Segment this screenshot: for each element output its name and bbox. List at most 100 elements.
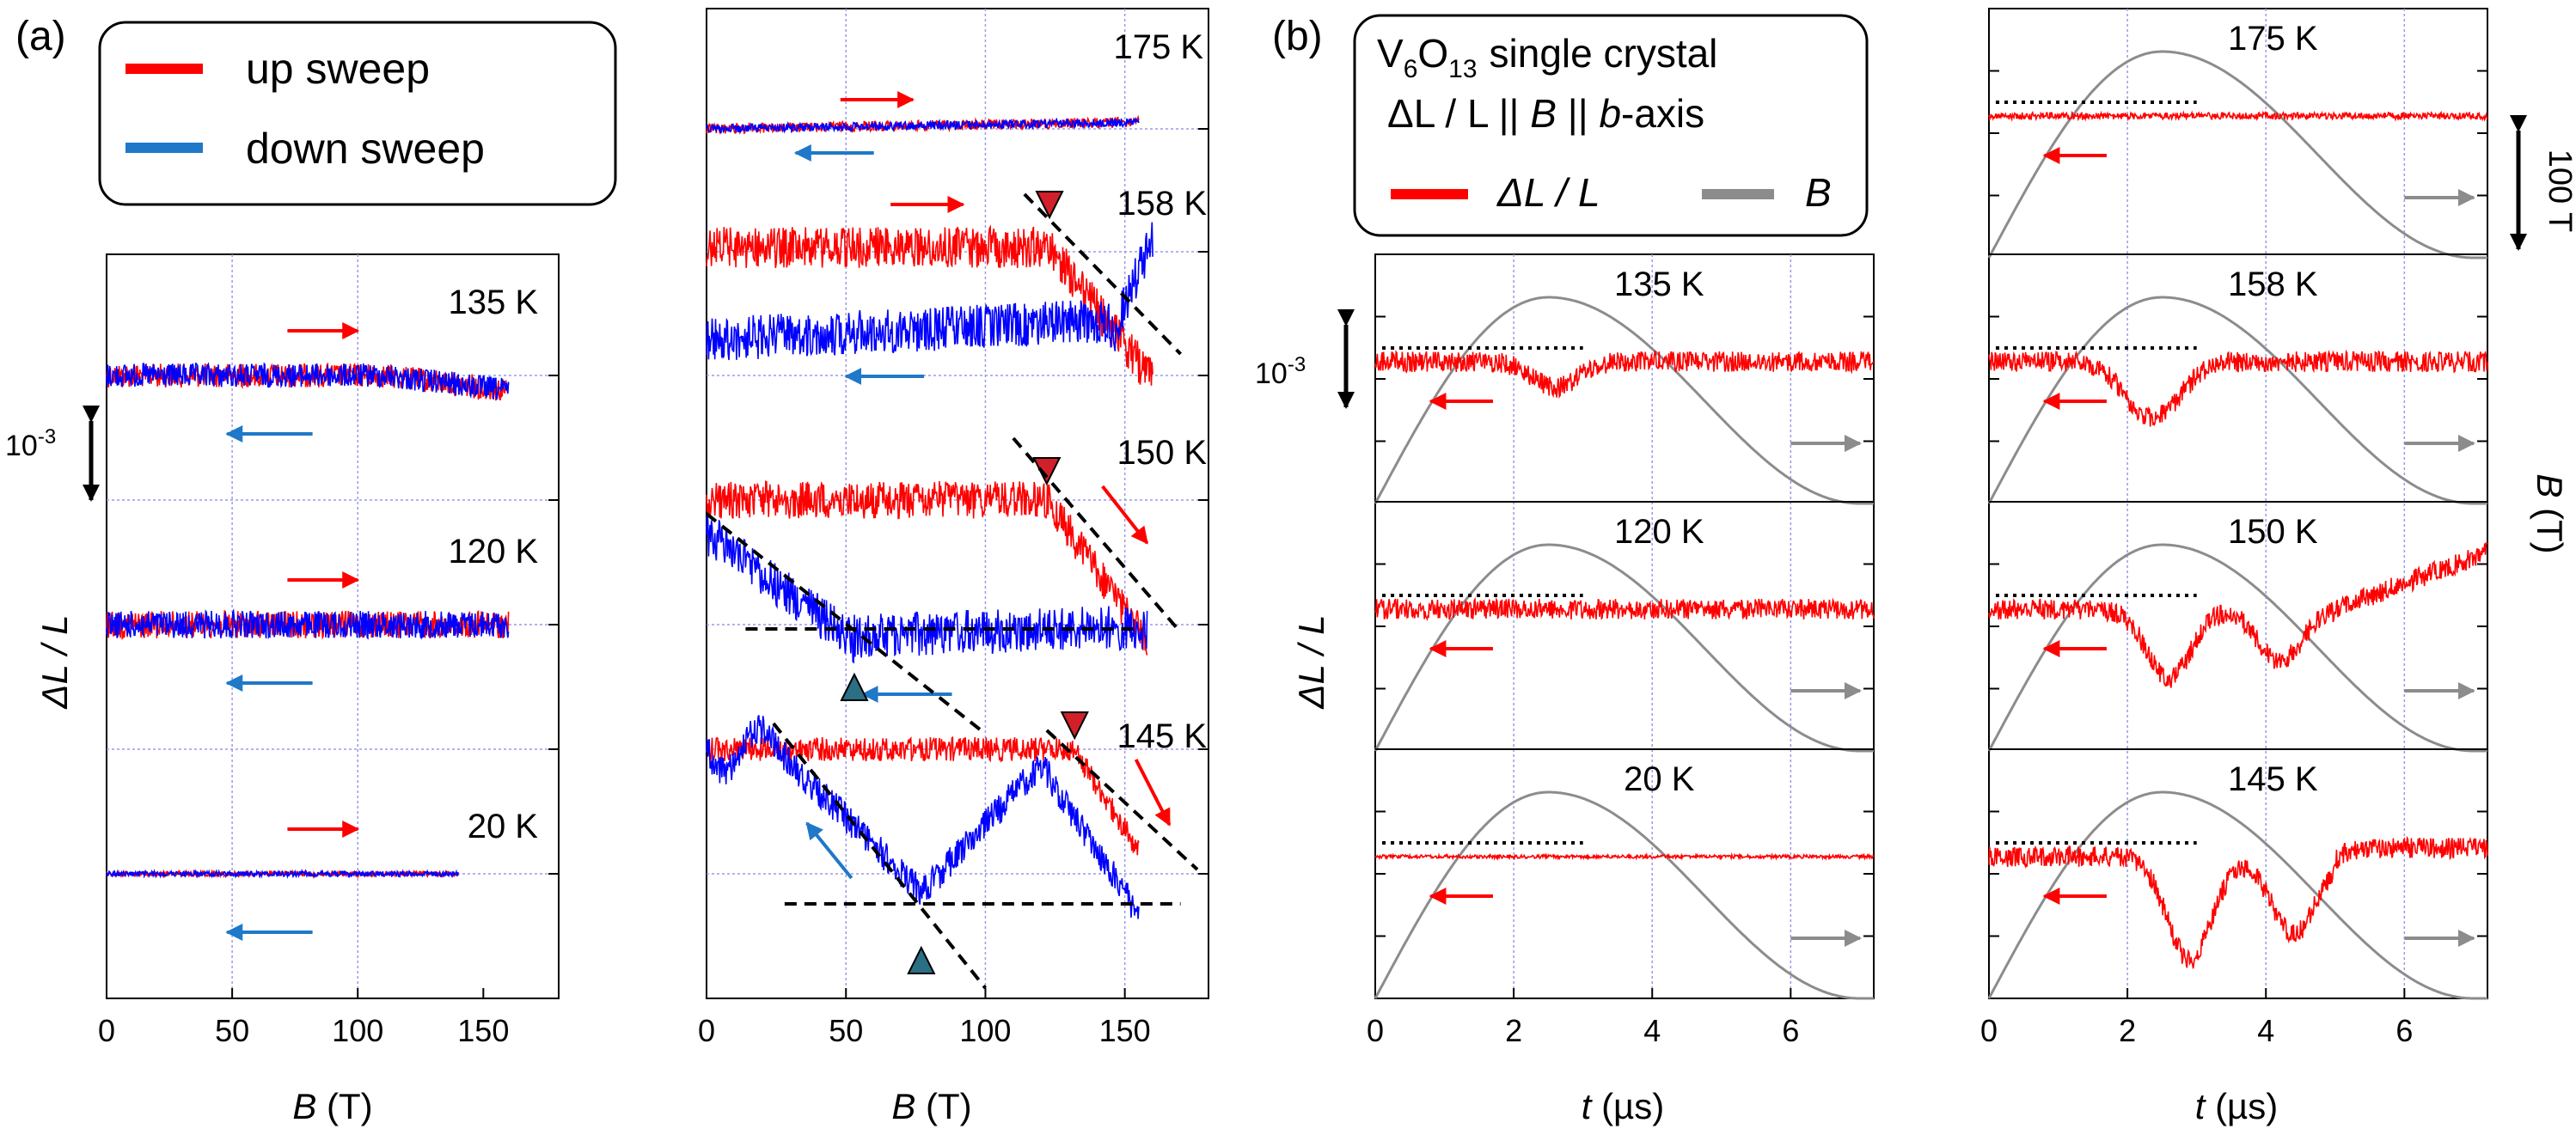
temp-label-135-k: 135 K xyxy=(448,284,538,321)
panel-a-scale-bar: 10-3 xyxy=(5,406,100,502)
temp-label-175-k: 175 K xyxy=(1113,28,1203,66)
plot-b-left-xtick-label: 2 xyxy=(1505,1013,1522,1048)
plot-a-left-xtick-label: 50 xyxy=(215,1013,249,1048)
legend-down-sweep-label: down sweep xyxy=(246,125,485,173)
panel-a-right-xlabel-text: B (T) xyxy=(891,1086,971,1126)
xlabel-var: t xyxy=(2195,1086,2207,1126)
panel-a-legend-box xyxy=(98,21,617,206)
transition-marker-up-150-k xyxy=(1032,457,1062,486)
legend-sample: single crystal xyxy=(1490,31,1718,76)
panel-b-right-xlabel: t (µs) xyxy=(2195,1086,2279,1126)
legend-subtitle-part-0: ΔL / L || xyxy=(1387,91,1530,136)
trace-down-158-k xyxy=(706,222,1153,361)
temp-label-158-k: 158 K xyxy=(1117,185,1207,223)
strain-trace-120-k xyxy=(1374,596,1875,621)
plot-a-right-xtick-label: 150 xyxy=(1099,1013,1151,1048)
legend-subtitle-part-2: || xyxy=(1557,91,1599,136)
guide-line-150-up-k xyxy=(1012,436,1183,634)
panel-a-right-xlabel: B (T) xyxy=(891,1086,971,1126)
transition-marker-up-158-k xyxy=(1035,191,1064,220)
transition-marker-up-145-k xyxy=(1060,711,1089,741)
temp-label-158-k: 158 K xyxy=(2228,265,2318,303)
temp-label-120-k: 120 K xyxy=(448,533,538,571)
trace-up-150-k xyxy=(706,480,1148,656)
panel-b-left-xlabel-text: t (µs) xyxy=(1582,1086,1665,1126)
trace-up-158-k xyxy=(706,224,1153,386)
trace-down-135-k xyxy=(106,362,510,400)
panel-a-ylabel: ΔL / L xyxy=(34,614,75,709)
y2label-var: B xyxy=(2530,473,2570,497)
legend-b-label: B xyxy=(1805,170,1832,215)
legend-title: V6O13 single crystal xyxy=(1377,31,1717,83)
trace-down-120-k xyxy=(106,608,510,640)
panel-b-y2label-text: B (T) xyxy=(2530,473,2570,553)
up-arrow-150-k xyxy=(1101,485,1149,545)
legend-compound-o: O xyxy=(1417,31,1448,76)
strain-trace-135-k xyxy=(1374,350,1875,400)
y2label-unit: (T) xyxy=(2530,497,2570,553)
guide-line-145-up-k xyxy=(1045,729,1199,871)
legend-subtitle-part-3: b xyxy=(1599,91,1621,136)
xlabel-var: t xyxy=(1582,1086,1594,1126)
plot-b-right: 0 2 4 6 175 K 158 K 150 K 145 K xyxy=(1980,8,2488,1048)
field-pulse-20-k xyxy=(1374,790,1874,1000)
scale-bar-base-b: 10 xyxy=(1255,357,1288,390)
legend-compound-v-sub: 6 xyxy=(1404,55,1418,83)
strain-trace-20-k xyxy=(1374,851,1875,861)
scale-bar-label-a: 10-3 xyxy=(5,425,56,462)
panel-b-right-xlabel-text: t (µs) xyxy=(2195,1086,2279,1126)
scale-bar-label-b: 10-3 xyxy=(1255,353,1306,390)
panel-a-label: (a) xyxy=(15,14,66,59)
down-arrow-145-k xyxy=(805,821,854,880)
guide-line-145-down-k xyxy=(772,722,988,990)
plot-a-left: 0 50 100 150 135 K 120 K 20 K xyxy=(98,253,560,1048)
panel-b-left-xlabel: t (µs) xyxy=(1582,1086,1665,1126)
plot-b-left-xtick-label: 0 xyxy=(1367,1013,1384,1048)
strain-trace-145-k xyxy=(1988,835,2488,969)
plot-a-right: 0 50 100 150 175 K 158 K 150 K 145 K xyxy=(698,8,1209,1048)
xlabel-var: B xyxy=(292,1086,316,1126)
panel-b-legend: V6O13 single crystal ΔL / L || B || b-axi… xyxy=(1353,14,1869,237)
temp-label-145-k: 145 K xyxy=(2228,760,2318,798)
temp-label-145-k: 145 K xyxy=(1117,717,1207,755)
xlabel-unit: (µs) xyxy=(2205,1086,2278,1126)
xlabel-var: B xyxy=(891,1086,915,1126)
plot-b-left-xtick-label: 4 xyxy=(1643,1013,1661,1048)
panel-b-y2label: B (T) xyxy=(2530,473,2570,553)
panel-a-left-xlabel-text: B (T) xyxy=(292,1086,372,1126)
plot-a-left-xtick-label: 0 xyxy=(98,1013,115,1048)
panel-b-scale-bar: 10-3 xyxy=(1255,309,1355,409)
legend-compound-o-sub: 13 xyxy=(1448,55,1477,83)
plot-b-right-xtick-label: 4 xyxy=(2257,1013,2274,1048)
plot-a-right-xtick-label: 100 xyxy=(959,1013,1011,1048)
xlabel-unit: (T) xyxy=(915,1086,971,1126)
temp-label-20-k: 20 K xyxy=(1624,760,1695,798)
temp-label-150-k: 150 K xyxy=(1117,434,1207,472)
temp-label-120-k: 120 K xyxy=(1614,513,1704,551)
plot-a-left-xtick-label: 150 xyxy=(457,1013,509,1048)
scale-bar-exp-a: -3 xyxy=(38,425,56,449)
guide-line-158-k xyxy=(1023,192,1182,356)
field-scale-label: 100 T xyxy=(2542,150,2576,232)
trace-down-145-k xyxy=(706,715,1140,919)
legend-dl-label: ΔL / L xyxy=(1496,170,1600,215)
temp-label-20-k: 20 K xyxy=(468,808,539,845)
plot-a-left-xtick-label: 100 xyxy=(332,1013,383,1048)
xlabel-unit: (µs) xyxy=(1591,1086,1664,1126)
strain-trace-150-k xyxy=(1988,542,2488,688)
panel-a-legend: up sweep down sweep xyxy=(98,21,617,206)
legend-up-sweep-label: up sweep xyxy=(246,45,430,93)
trace-down-175-k xyxy=(706,116,1140,136)
plot-a-right-xtick-label: 0 xyxy=(698,1013,715,1048)
trace-down-20-k xyxy=(106,869,459,879)
panel-a-left-xlabel: B (T) xyxy=(292,1086,372,1126)
plot-b-right-xtick-label: 0 xyxy=(1980,1013,1998,1048)
legend-compound-v: V xyxy=(1377,31,1404,76)
scale-bar-exp-b: -3 xyxy=(1288,353,1306,376)
plot-b-right-xtick-label: 6 xyxy=(2395,1013,2413,1048)
legend-subtitle-part-1: B xyxy=(1530,91,1557,136)
plot-b-right-xtick-label: 2 xyxy=(2119,1013,2136,1048)
panel-b-label: (b) xyxy=(1272,14,1323,59)
plot-a-right-xtick-label: 50 xyxy=(829,1013,863,1048)
